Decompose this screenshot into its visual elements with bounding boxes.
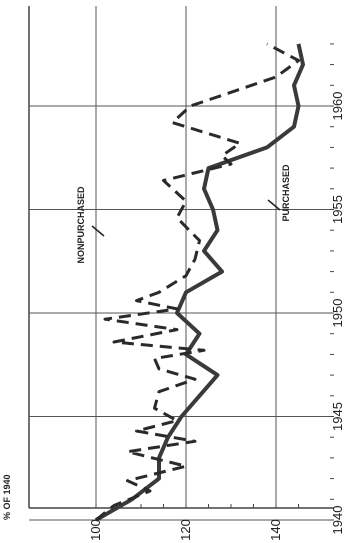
grid [28,6,334,521]
series-line-nonpurchased [95,43,305,522]
y-axis-label: % OF 1940 [2,474,12,520]
x-tick-label: 1945 [330,402,345,431]
x-tick-label: 1955 [330,195,345,224]
annotation-leader-purchased [267,199,281,211]
x-tick-label: 1940 [330,506,345,535]
y-tick-label: 100 [88,519,103,541]
annotation-purchased: PURCHASED [281,164,291,222]
labels-layer: % OF 1940 NONPURCHASED PURCHASED [2,164,291,520]
annotation-leader-nonpurchased [91,225,105,237]
y-axis-ticks: 100 120 140 [88,504,299,541]
y-tick-label: 140 [268,519,283,541]
series-layer [95,42,305,522]
x-axis-ticks: 1940 1945 1950 1955 1960 [330,43,345,535]
series-line-purchased [95,42,300,522]
annotation-nonpurchased: NONPURCHASED [76,186,86,264]
y-tick-label: 120 [178,519,193,541]
x-tick-label: 1960 [330,92,345,121]
x-tick-label: 1950 [330,299,345,328]
